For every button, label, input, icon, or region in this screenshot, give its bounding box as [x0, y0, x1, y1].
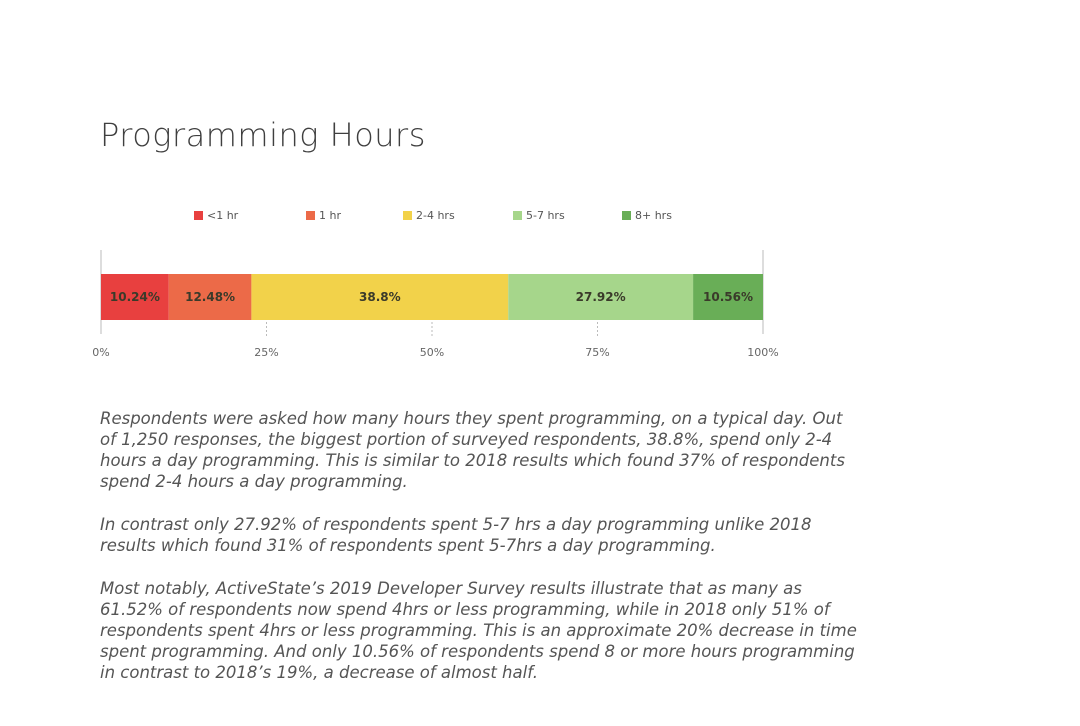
legend-swatch [622, 211, 631, 220]
bar-segment [101, 274, 169, 320]
legend-label: 8+ hrs [635, 209, 672, 222]
chart-legend: <1 hr 1 hr 2-4 hrs 5-7 hrs 8+ hrs [0, 209, 1080, 229]
legend-label: 2-4 hrs [416, 209, 455, 222]
legend-swatch [513, 211, 522, 220]
paragraph: Respondents were asked how many hours th… [100, 409, 845, 491]
x-tick-label: 0% [92, 346, 109, 359]
x-tick-label: 100% [747, 346, 778, 359]
page-title: Programming Hours [100, 116, 426, 154]
x-tick-label: 50% [420, 346, 444, 359]
legend-item: 2-4 hrs [403, 209, 455, 222]
legend-label: <1 hr [207, 209, 239, 222]
data-label: 10.24% [110, 290, 160, 304]
legend-item: 5-7 hrs [513, 209, 565, 222]
bar-segment [508, 274, 694, 320]
legend-item: 8+ hrs [622, 209, 672, 222]
data-label: 38.8% [359, 290, 401, 304]
legend-item: 1 hr [306, 209, 341, 222]
paragraph: Most notably, ActiveState’s 2019 Develop… [100, 579, 857, 682]
legend-swatch [403, 211, 412, 220]
legend-swatch [306, 211, 315, 220]
bar-segment [693, 274, 763, 320]
legend-label: 5-7 hrs [526, 209, 565, 222]
data-label: 27.92% [576, 290, 626, 304]
legend-swatch [194, 211, 203, 220]
bar-segment [251, 274, 509, 320]
bar-segment [168, 274, 252, 320]
stacked-bar-chart: 0% 25% 50% 75% 100% 10.24% 12.48% 38.8% 27.92% 10… [92, 250, 779, 359]
data-label: 12.48% [185, 290, 235, 304]
paragraph: In contrast only 27.92% of respondents s… [100, 515, 812, 555]
legend-item: <1 hr [194, 209, 238, 222]
x-tick-label: 25% [254, 346, 278, 359]
legend-label: 1 hr [319, 209, 341, 222]
x-tick-label: 75% [585, 346, 609, 359]
data-label: 10.56% [703, 290, 753, 304]
